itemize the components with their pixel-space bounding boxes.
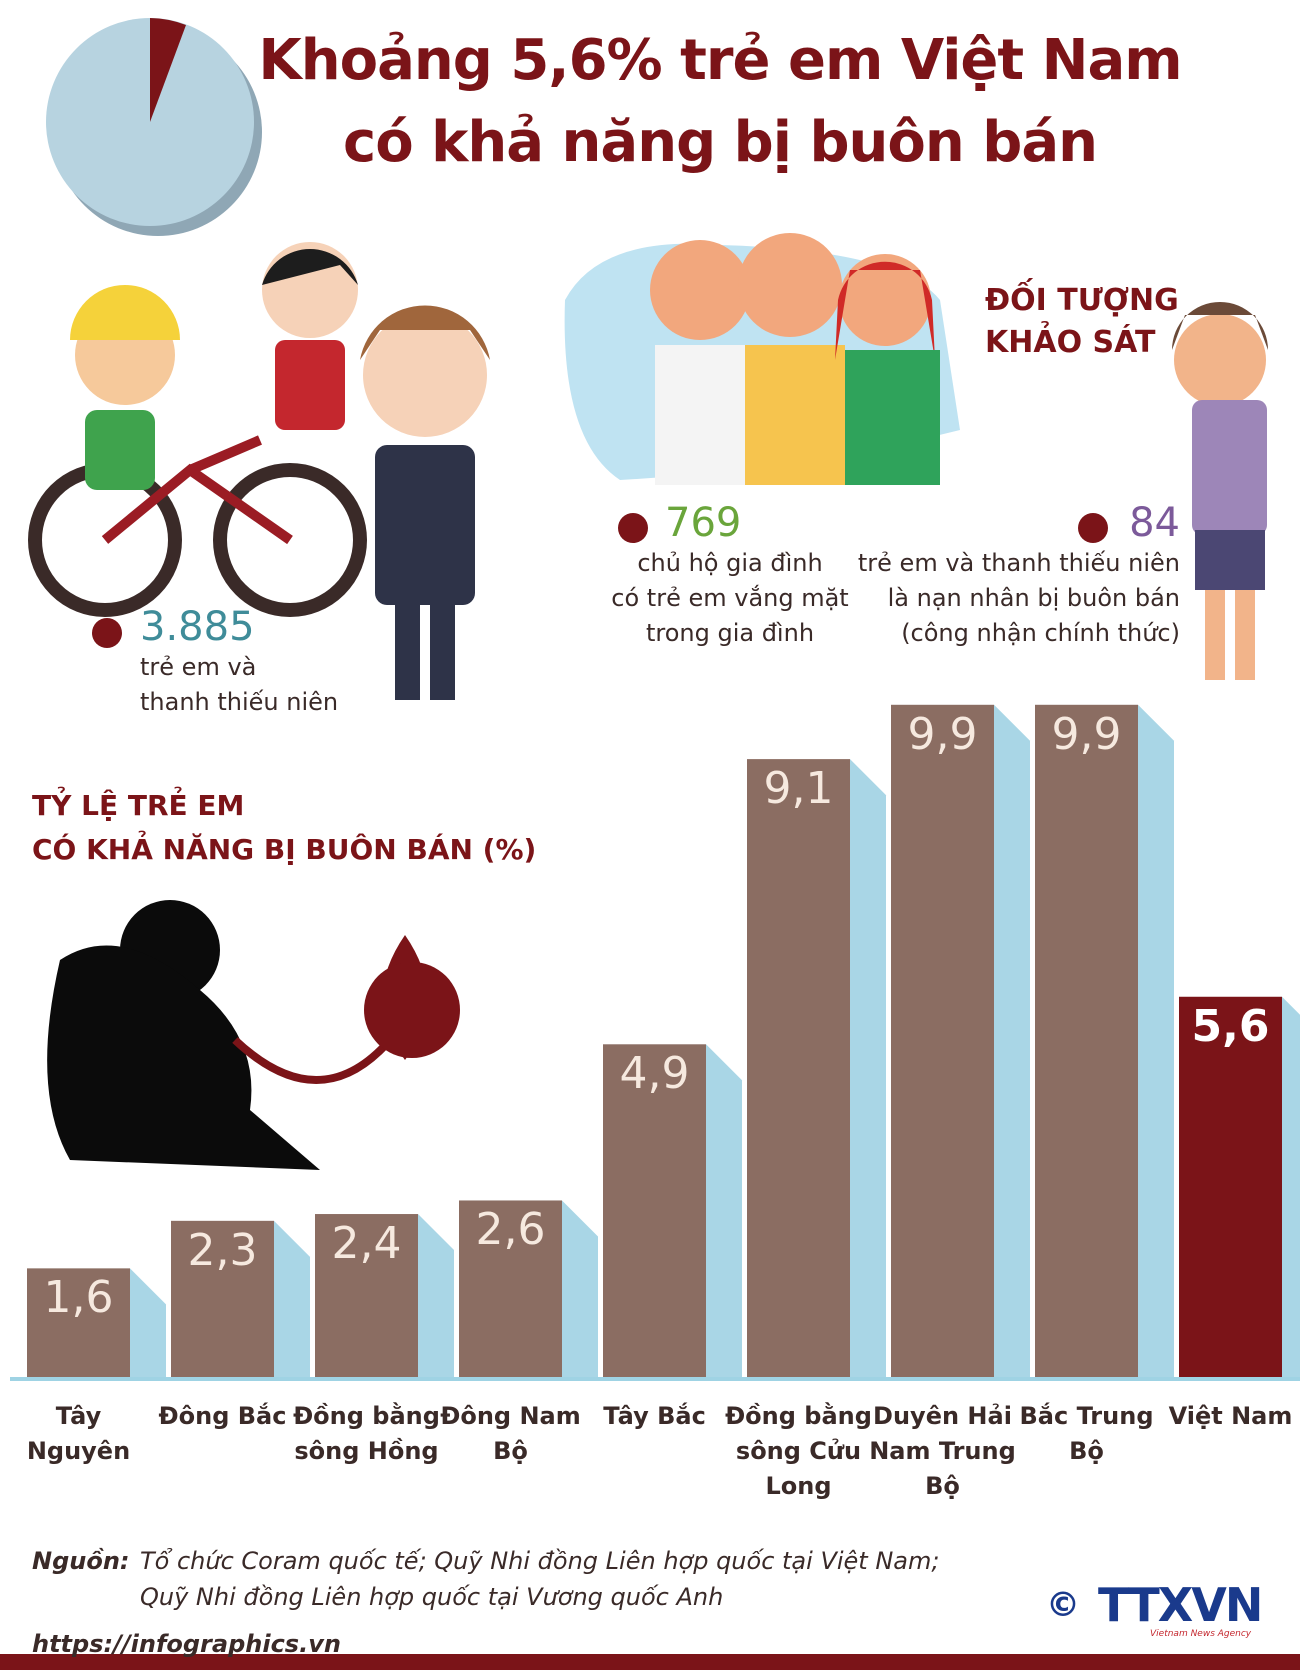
value-label: 9,1	[763, 763, 834, 815]
value-label: 2,6	[475, 1204, 546, 1256]
stat-number: 769	[665, 500, 742, 546]
bar	[171, 1220, 274, 1377]
bar-shadow	[1282, 996, 1300, 1377]
adults-illustration	[564, 233, 960, 485]
bar	[891, 704, 994, 1377]
stat: 3.885 trẻ em và thanh thiếu niên	[140, 604, 338, 720]
survey-heading-line: KHẢO SÁT	[985, 325, 1156, 360]
source-line: Tổ chức Coram quốc tế; Quỹ Nhi đồng Liên…	[140, 1547, 940, 1575]
logo: TTXVN	[1098, 1578, 1263, 1632]
value-label: 9,9	[1051, 708, 1122, 760]
x-tick-label: Duyên Hải Nam Trung Bộ	[869, 1402, 1016, 1500]
source-line: Quỹ Nhi đồng Liên hợp quốc tại Vương quố…	[140, 1583, 724, 1611]
bar-shadow	[274, 1220, 310, 1377]
value-label: 2,3	[187, 1224, 258, 1276]
stat-line: trẻ em và thanh thiếu niên	[857, 549, 1180, 577]
source-label: Nguồn:	[32, 1547, 130, 1575]
bar-shadow	[418, 1214, 454, 1377]
chart-title: TỶ LỆ TRẺ EM CÓ KHẢ NĂNG BỊ BUÔN BÁN (%)	[32, 784, 536, 872]
copyright: ©	[1046, 1585, 1080, 1625]
bullet	[618, 513, 648, 543]
footer-band	[0, 1654, 1300, 1670]
bullet	[92, 618, 122, 648]
x-tick-label: Tây Nguyên	[26, 1402, 131, 1465]
source: Nguồn: Tổ chức Coram quốc tế; Quỹ Nhi đồ…	[32, 1543, 939, 1615]
stat-line: có trẻ em vắng mặt	[611, 584, 849, 612]
x-tick-label: Việt Nam	[1168, 1402, 1293, 1430]
x-tick-label: Đông Bắc	[158, 1402, 287, 1430]
title-line: có khả năng bị buôn bán	[343, 110, 1098, 175]
bar-shadow	[994, 704, 1030, 1377]
bar	[747, 759, 850, 1377]
stat: 769 chủ hộ gia đình có trẻ em vắng mặt t…	[580, 500, 880, 651]
bar	[1035, 704, 1138, 1377]
chart-title-line: CÓ KHẢ NĂNG BỊ BUÔN BÁN (%)	[32, 833, 537, 866]
x-tick-label: Đông Nam Bộ	[440, 1402, 581, 1465]
value-label: 5,6	[1191, 1000, 1270, 1052]
bar-shadow	[130, 1268, 166, 1377]
pie-icon	[46, 18, 262, 236]
stat-line: trẻ em và	[140, 653, 257, 681]
title-line: Khoảng 5,6% trẻ em Việt Nam	[258, 28, 1182, 93]
x-tick-label: Đồng bằng sông Hồng	[293, 1402, 440, 1465]
bar-chart	[27, 704, 1300, 1377]
stat-line: chủ hộ gia đình	[637, 549, 823, 577]
stat-number: 3.885	[140, 604, 255, 650]
survey-heading: ĐỐI TƯỢNG KHẢO SÁT	[985, 280, 1179, 364]
bar	[603, 1044, 706, 1377]
victim-illustration	[47, 900, 460, 1170]
stat-line: là nạn nhân bị buôn bán	[887, 584, 1180, 612]
bar	[315, 1214, 418, 1377]
bullet	[1078, 513, 1108, 543]
bar-shadow	[1138, 704, 1174, 1377]
value-label: 2,4	[331, 1218, 402, 1270]
bar-shadow	[850, 759, 886, 1377]
bar	[27, 1268, 130, 1377]
bar	[1179, 996, 1282, 1377]
x-tick-label: Đồng bằng sông Cửu Long	[725, 1402, 872, 1500]
stat: 84 trẻ em và thanh thiếu niên là nạn nhâ…	[850, 500, 1180, 651]
children-illustration	[28, 242, 490, 700]
stat-line: (công nhận chính thức)	[901, 619, 1180, 647]
x-tick-label: Tây Bắc	[603, 1402, 706, 1430]
survey-heading-line: ĐỐI TƯỢNG	[985, 283, 1179, 318]
boy-illustration	[1172, 302, 1268, 680]
stat-line: thanh thiếu niên	[140, 688, 339, 716]
bar-shadow	[706, 1044, 742, 1377]
agency: Vietnam News Agency	[1150, 1629, 1252, 1639]
bar-shadow	[562, 1200, 598, 1377]
stat-number: 84	[1129, 500, 1180, 546]
value-label: 1,6	[43, 1272, 114, 1324]
bar	[459, 1200, 562, 1377]
value-label: 9,9	[907, 708, 978, 760]
value-label: 4,9	[619, 1048, 690, 1100]
x-tick-label: Bắc Trung Bộ	[1019, 1402, 1154, 1465]
stat-line: trong gia đình	[645, 619, 815, 647]
chart-title-line: TỶ LỆ TRẺ EM	[32, 789, 245, 822]
footer-url[interactable]: https://infographics.vn	[32, 1630, 341, 1658]
